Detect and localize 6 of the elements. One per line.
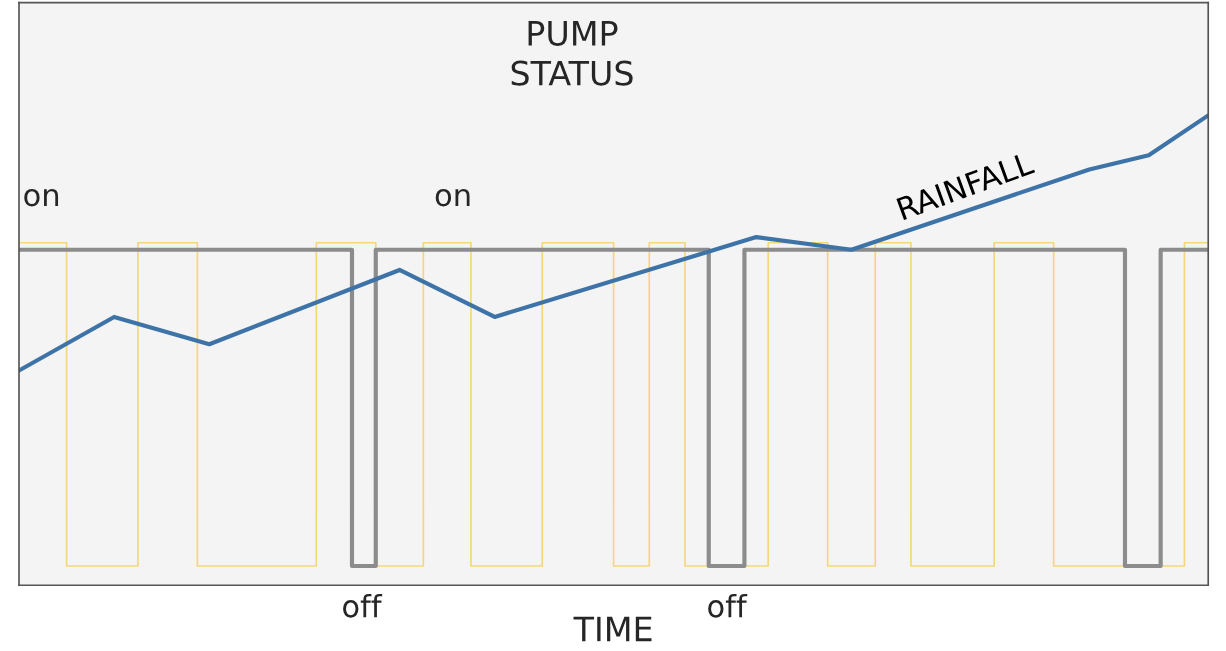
x-axis-title: TIME <box>573 616 652 642</box>
annotation: on <box>435 188 470 207</box>
annotation: on <box>24 188 59 207</box>
text: off <box>708 593 748 618</box>
chart-title: PUMP STATUS <box>511 21 633 86</box>
text: off <box>343 593 383 618</box>
